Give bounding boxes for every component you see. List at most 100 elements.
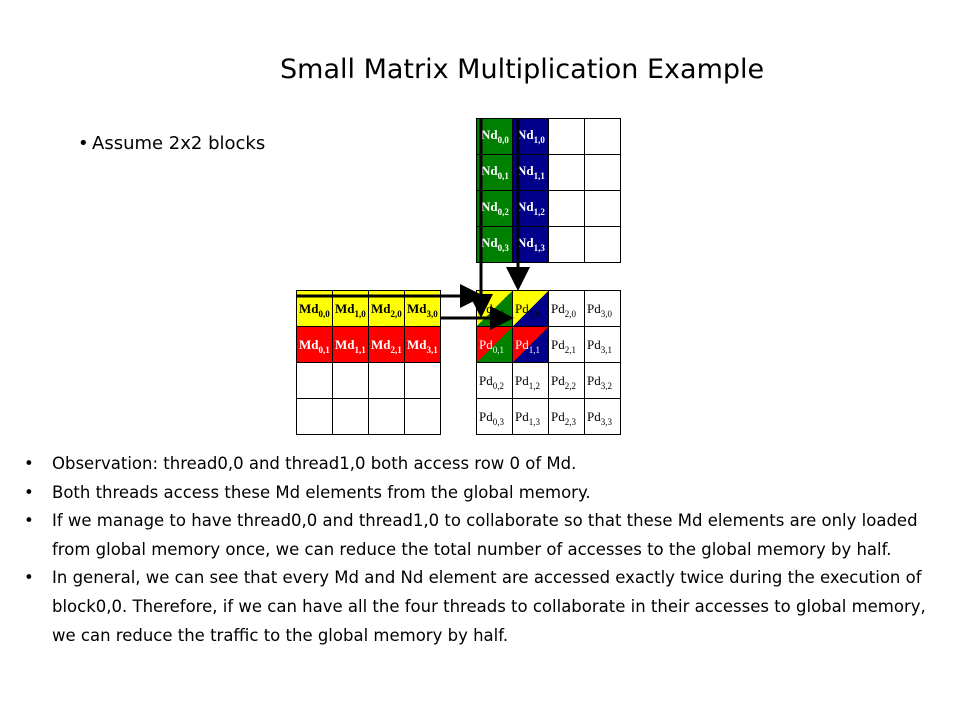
- label-subscript: 1,2: [533, 207, 545, 217]
- label-subscript: 0,1: [492, 345, 504, 355]
- nd-cell: [584, 190, 621, 227]
- pd-cell: Pd3,1: [584, 326, 621, 363]
- label-subscript: 2,1: [390, 345, 402, 355]
- label-base: Md: [371, 337, 391, 352]
- bullet-dot: •: [24, 568, 34, 588]
- pd-cell: Pd2,1: [548, 326, 585, 363]
- md-cell: [368, 398, 405, 435]
- pd-cell: Pd1,2: [512, 362, 549, 399]
- label-base: Pd: [479, 337, 493, 352]
- label-subscript: 3,0: [426, 309, 438, 319]
- md-cell: Md2,1: [368, 326, 405, 363]
- label-subscript: 2,1: [564, 345, 576, 355]
- nd-cell: [584, 118, 621, 155]
- label-base: Pd: [515, 409, 529, 424]
- label-subscript: 0,3: [497, 243, 509, 253]
- label-base: Pd: [587, 337, 601, 352]
- md-cell: [296, 398, 333, 435]
- md-cell-label: Md1,1: [335, 338, 366, 355]
- md-cell: [332, 398, 369, 435]
- pd-cell: Pd2,2: [548, 362, 585, 399]
- label-base: Nd: [517, 127, 534, 142]
- pd-cell-label: Pd3,0: [587, 302, 612, 319]
- pd-cell-label: Pd1,2: [515, 374, 540, 391]
- nd-cell: [584, 226, 621, 263]
- nd-cell-label: Nd0,2: [481, 200, 509, 217]
- label-base: Md: [335, 301, 355, 316]
- label-base: Nd: [481, 235, 498, 250]
- nd-cell-label: Nd1,0: [517, 128, 545, 145]
- md-cell-label: Md2,1: [371, 338, 402, 355]
- pd-cell-label: Pd2,0: [551, 302, 576, 319]
- label-base: Pd: [479, 373, 493, 388]
- label-subscript: 0,1: [497, 171, 509, 181]
- nd-cell-label: Nd1,3: [517, 236, 545, 253]
- label-subscript: 0,3: [492, 417, 504, 427]
- pd-cell-label: Pd1,3: [515, 410, 540, 427]
- md-cell-label: Md0,1: [299, 338, 330, 355]
- label-base: Pd: [587, 301, 601, 316]
- label-subscript: 0,2: [497, 207, 509, 217]
- label-base: Pd: [515, 301, 529, 316]
- bullet-assume: • Assume 2x2 blocks: [78, 133, 265, 154]
- nd-cell-label: Nd1,1: [517, 164, 545, 181]
- label-subscript: 0,1: [318, 345, 330, 355]
- label-subscript: 1,0: [354, 309, 366, 319]
- bullet-item: • If we manage to have thread0,0 and thre…: [24, 507, 938, 564]
- pd-cell: Pd0,3: [476, 398, 513, 435]
- pd-cell-label: Pd1,0: [515, 302, 540, 319]
- pd-cell-label: Pd3,2: [587, 374, 612, 391]
- label-base: Nd: [481, 127, 498, 142]
- pd-cell: Pd2,3: [548, 398, 585, 435]
- md-cell-label: Md1,0: [335, 302, 366, 319]
- bullet-item: • In general, we can see that every Md an…: [24, 564, 938, 650]
- label-subscript: 1,3: [528, 417, 540, 427]
- pd-cell-label: Pd0,1: [479, 338, 504, 355]
- slide-title: Small Matrix Multiplication Example: [280, 54, 765, 85]
- md-cell: Md1,1: [332, 326, 369, 363]
- label-subscript: 0,0: [318, 309, 330, 319]
- nd-cell: [548, 226, 585, 263]
- label-subscript: 1,3: [533, 243, 545, 253]
- pd-cell-label: Pd2,1: [551, 338, 576, 355]
- nd-cell-label: Nd0,1: [481, 164, 509, 181]
- pd-cell: Pd2,0: [548, 290, 585, 327]
- label-subscript: 1,1: [533, 171, 545, 181]
- bullet-text: If we manage to have thread0,0 and threa…: [52, 511, 918, 559]
- label-base: Md: [299, 337, 319, 352]
- label-base: Md: [407, 337, 427, 352]
- pd-cell-label: Pd2,3: [551, 410, 576, 427]
- label-base: Pd: [479, 409, 493, 424]
- label-subscript: 0,2: [492, 381, 504, 391]
- label-subscript: 2,0: [564, 309, 576, 319]
- label-subscript: 3,3: [600, 417, 612, 427]
- bullet-dot: •: [24, 511, 34, 531]
- nd-cell-label: Nd1,2: [517, 200, 545, 217]
- pd-cell-label: Pd0,2: [479, 374, 504, 391]
- label-subscript: 2,3: [564, 417, 576, 427]
- pd-cell: Pd3,3: [584, 398, 621, 435]
- label-subscript: 1,0: [533, 135, 545, 145]
- md-cell-label: Md3,0: [407, 302, 438, 319]
- bullet-dot: •: [78, 133, 89, 154]
- nd-cell: [584, 154, 621, 191]
- label-subscript: 1,0: [528, 309, 540, 319]
- pd-cell-label: Pd0,3: [479, 410, 504, 427]
- pd-cell-label: Pd3,1: [587, 338, 612, 355]
- label-base: Pd: [587, 409, 601, 424]
- label-subscript: 1,1: [528, 345, 540, 355]
- label-base: Pd: [515, 337, 529, 352]
- label-base: Pd: [551, 409, 565, 424]
- pd-cell: Pd0,2: [476, 362, 513, 399]
- label-base: Pd: [587, 373, 601, 388]
- bullet-assume-text: Assume 2x2 blocks: [92, 133, 266, 154]
- label-base: Md: [371, 301, 391, 316]
- bullet-list: • Observation: thread0,0 and thread1,0 bo…: [24, 450, 938, 650]
- pd-cell: Pd1,3: [512, 398, 549, 435]
- pd-cell-label: Pd1,1: [515, 338, 540, 355]
- label-subscript: 1,1: [354, 345, 366, 355]
- bullet-text: Observation: thread0,0 and thread1,0 bot…: [52, 454, 577, 473]
- md-cell: [404, 398, 441, 435]
- label-base: Nd: [481, 199, 498, 214]
